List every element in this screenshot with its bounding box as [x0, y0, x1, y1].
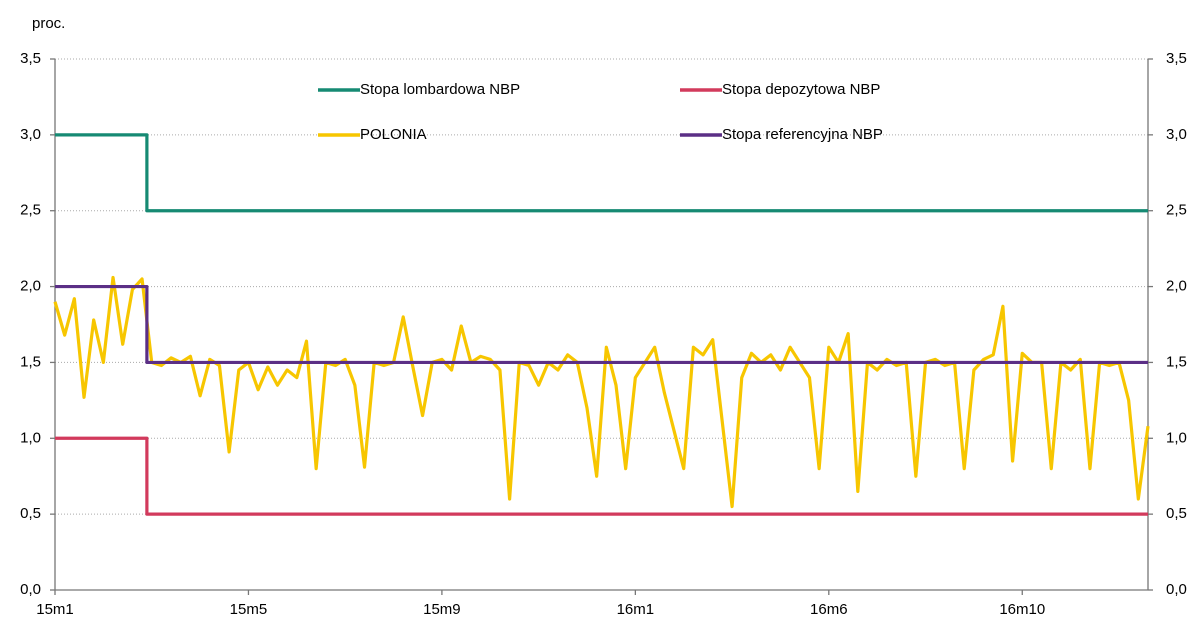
legend-label: Stopa depozytowa NBP: [722, 81, 880, 98]
legend-label: Stopa referencyjna NBP: [722, 126, 883, 143]
y2-tick-label: 1,0: [1166, 429, 1187, 446]
y-tick-label: 0,5: [20, 505, 41, 522]
y2-tick-label: 3,0: [1166, 126, 1187, 143]
y-axis-label: proc.: [32, 15, 65, 32]
x-tick-label: 16m6: [810, 601, 848, 618]
y-tick-label: 1,5: [20, 353, 41, 370]
x-tick-label: 16m10: [999, 601, 1045, 618]
legend-label: POLONIA: [360, 126, 427, 143]
y-tick-label: 1,0: [20, 429, 41, 446]
x-tick-label: 15m9: [423, 601, 461, 618]
series-line: [53, 275, 1150, 509]
y2-tick-label: 2,5: [1166, 202, 1187, 219]
y2-tick-label: 3,5: [1166, 50, 1187, 67]
series-line: [55, 133, 1148, 213]
legend-label: Stopa lombardowa NBP: [360, 81, 520, 98]
y2-tick-label: 0,5: [1166, 505, 1187, 522]
x-tick-label: 16m1: [617, 601, 655, 618]
y2-tick-label: 1,5: [1166, 353, 1187, 370]
y-tick-label: 2,0: [20, 278, 41, 295]
x-tick-label: 15m5: [230, 601, 268, 618]
series-line: [55, 284, 1148, 365]
y2-tick-label: 2,0: [1166, 278, 1187, 295]
y-tick-label: 3,0: [20, 126, 41, 143]
y-tick-label: 2,5: [20, 202, 41, 219]
x-tick-label: 15m1: [36, 601, 74, 618]
y-tick-label: 0,0: [20, 581, 41, 598]
y2-tick-label: 0,0: [1166, 581, 1187, 598]
y-tick-label: 3,5: [20, 50, 41, 67]
series-line: [55, 436, 1148, 516]
